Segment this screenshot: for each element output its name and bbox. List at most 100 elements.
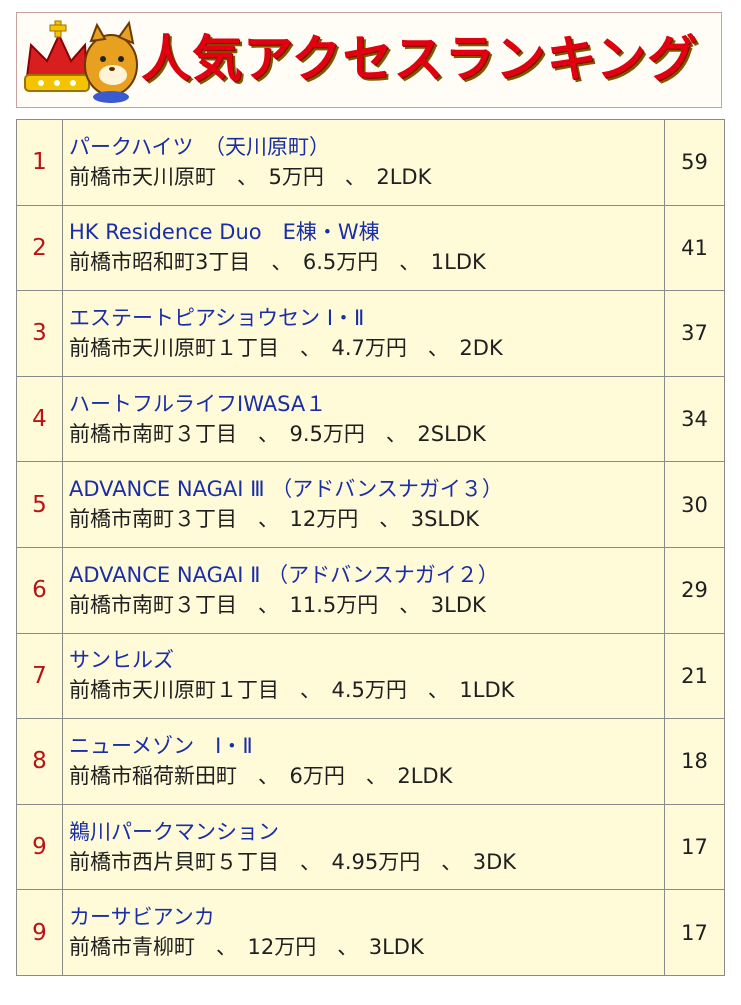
property-name-link[interactable]: パークハイツ （天川原町） [69,134,331,159]
property-info: ADVANCE NAGAI Ⅲ （アドバンスナガイ３） 前橋市南町３丁目 、 12… [62,461,665,548]
property-detail: 前橋市南町３丁目 、 11.5万円 、 3LDK [69,590,664,620]
property-name-link[interactable]: ニューメゾン Ⅰ・Ⅱ [69,733,253,758]
ranking-banner: 人気アクセスランキング [16,12,722,108]
separator: 、 [344,763,398,788]
property-name-link[interactable]: ADVANCE NAGAI Ⅲ （アドバンスナガイ３） [69,477,503,502]
access-count: 17 [664,803,725,891]
property-layout: 3LDK [368,935,424,960]
property-info: 鵜川パークマンション 前橋市西片貝町５丁目 、 4.95万円 、 3DK [62,803,665,891]
separator: 、 [279,849,332,874]
access-count: 29 [664,546,725,634]
separator: 、 [279,335,332,360]
separator: 、 [420,849,473,874]
separator: 、 [237,592,290,617]
property-address: 前橋市稲荷新田町 [69,763,237,788]
property-name-link[interactable]: カーサビアンカ [69,905,215,930]
property-address: 前橋市南町３丁目 [69,592,237,617]
property-name-link[interactable]: ADVANCE NAGAI Ⅱ （アドバンスナガイ２） [69,562,499,587]
property-rent: 11.5万円 [289,592,379,617]
property-detail: 前橋市天川原町 、 5万円 、 2LDK [69,162,664,192]
property-rent: 9.5万円 [289,421,365,446]
separator: 、 [316,935,369,960]
property-rent: 12万円 [247,935,317,960]
separator: 、 [406,335,460,360]
rank-number: 9 [16,889,63,976]
ranking-row: 2 HK Residence Duo E棟・W棟 前橋市昭和町3丁目 、 6.5万円… [16,204,725,292]
property-rent: 4.95万円 [331,849,421,874]
separator: 、 [250,250,303,275]
property-layout: 2DK [459,335,503,360]
property-address: 前橋市昭和町3丁目 [69,250,251,275]
access-count: 41 [664,204,725,292]
access-count: 59 [664,119,725,206]
property-layout: 3DK [472,849,517,874]
access-count: 17 [664,889,725,976]
ranking-table: 1 パークハイツ （天川原町） 前橋市天川原町 、 5万円 、 2LDK 59 2 HK … [16,119,725,976]
separator: 、 [237,507,290,532]
property-rent: 4.7万円 [331,335,407,360]
property-name-link[interactable]: ハートフルライフIWASA１ [69,391,327,416]
access-count: 34 [664,375,725,463]
property-detail: 前橋市天川原町１丁目 、 4.7万円 、 2DK [69,333,664,363]
property-address: 前橋市西片貝町５丁目 [69,849,279,874]
ranking-row: 8 ニューメゾン Ⅰ・Ⅱ 前橋市稲荷新田町 、 6万円 、 2LDK 18 [16,718,725,805]
access-count: 18 [664,718,725,805]
separator: 、 [358,507,411,532]
property-detail: 前橋市昭和町3丁目 、 6.5万円 、 1LDK [69,247,664,277]
property-info: パークハイツ （天川原町） 前橋市天川原町 、 5万円 、 2LDK [62,119,665,206]
ranking-row: 6 ADVANCE NAGAI Ⅱ （アドバンスナガイ２） 前橋市南町３丁目 、 1… [16,546,725,634]
property-address: 前橋市天川原町 [69,164,216,189]
property-detail: 前橋市南町３丁目 、 9.5万円 、 2SLDK [69,419,664,449]
banner-title: 人気アクセスランキング [141,30,698,88]
separator: 、 [378,592,431,617]
property-layout: 2LDK [397,763,453,788]
property-layout: 3SLDK [410,507,480,532]
property-info: ADVANCE NAGAI Ⅱ （アドバンスナガイ２） 前橋市南町３丁目 、 11… [62,546,665,634]
property-layout: 2SLDK [417,421,486,446]
rank-number: 9 [16,803,63,891]
rank-number: 2 [16,204,63,292]
property-address: 前橋市南町３丁目 [69,507,237,532]
rank-number: 6 [16,546,63,634]
separator: 、 [364,421,418,446]
property-layout: 1LDK [459,678,515,703]
rank-number: 7 [16,632,63,720]
property-address: 前橋市天川原町１丁目 [69,678,279,703]
separator: 、 [216,164,269,189]
ranking-row: 9 カーサビアンカ 前橋市青柳町 、 12万円 、 3LDK 17 [16,889,725,976]
property-detail: 前橋市天川原町１丁目 、 4.5万円 、 1LDK [69,675,664,705]
crown-mascot-icon [24,20,138,103]
property-address: 前橋市天川原町１丁目 [69,335,279,360]
separator: 、 [195,935,248,960]
ranking-row: 7 サンヒルズ 前橋市天川原町１丁目 、 4.5万円 、 1LDK 21 [16,632,725,720]
property-detail: 前橋市南町３丁目 、 12万円 、 3SLDK [69,504,664,534]
property-name-link[interactable]: エステートピアショウセン Ⅰ・Ⅱ [69,305,365,330]
access-count: 21 [664,632,725,720]
separator: 、 [406,678,460,703]
property-name-link[interactable]: サンヒルズ [69,648,174,673]
property-address: 前橋市青柳町 [69,935,195,960]
property-detail: 前橋市青柳町 、 12万円 、 3LDK [69,932,664,962]
ranking-list: 1 パークハイツ （天川原町） 前橋市天川原町 、 5万円 、 2LDK 59 2 HK … [16,119,725,976]
property-rent: 12万円 [289,507,359,532]
property-detail: 前橋市西片貝町５丁目 、 4.95万円 、 3DK [69,847,664,877]
property-info: ハートフルライフIWASA１ 前橋市南町３丁目 、 9.5万円 、 2SLDK [62,375,665,463]
ranking-row: 1 パークハイツ （天川原町） 前橋市天川原町 、 5万円 、 2LDK 59 [16,119,725,206]
property-info: カーサビアンカ 前橋市青柳町 、 12万円 、 3LDK [62,889,665,976]
ranking-row: 5 ADVANCE NAGAI Ⅲ （アドバンスナガイ３） 前橋市南町３丁目 、 1… [16,461,725,548]
property-rent: 6万円 [289,763,345,788]
property-layout: 3LDK [430,592,486,617]
separator: 、 [323,164,377,189]
property-rent: 6.5万円 [302,250,379,275]
rank-number: 1 [16,119,63,206]
property-info: エステートピアショウセン Ⅰ・Ⅱ 前橋市天川原町１丁目 、 4.7万円 、 2DK [62,290,665,377]
separator: 、 [237,421,290,446]
separator: 、 [279,678,332,703]
property-rent: 5万円 [268,164,324,189]
property-layout: 1LDK [430,250,486,275]
property-name-link[interactable]: 鵜川パークマンション [69,819,279,844]
ranking-row: 9 鵜川パークマンション 前橋市西片貝町５丁目 、 4.95万円 、 3DK 17 [16,803,725,891]
property-name-link[interactable]: HK Residence Duo E棟・W棟 [69,220,380,245]
rank-number: 8 [16,718,63,805]
property-rent: 4.5万円 [331,678,407,703]
